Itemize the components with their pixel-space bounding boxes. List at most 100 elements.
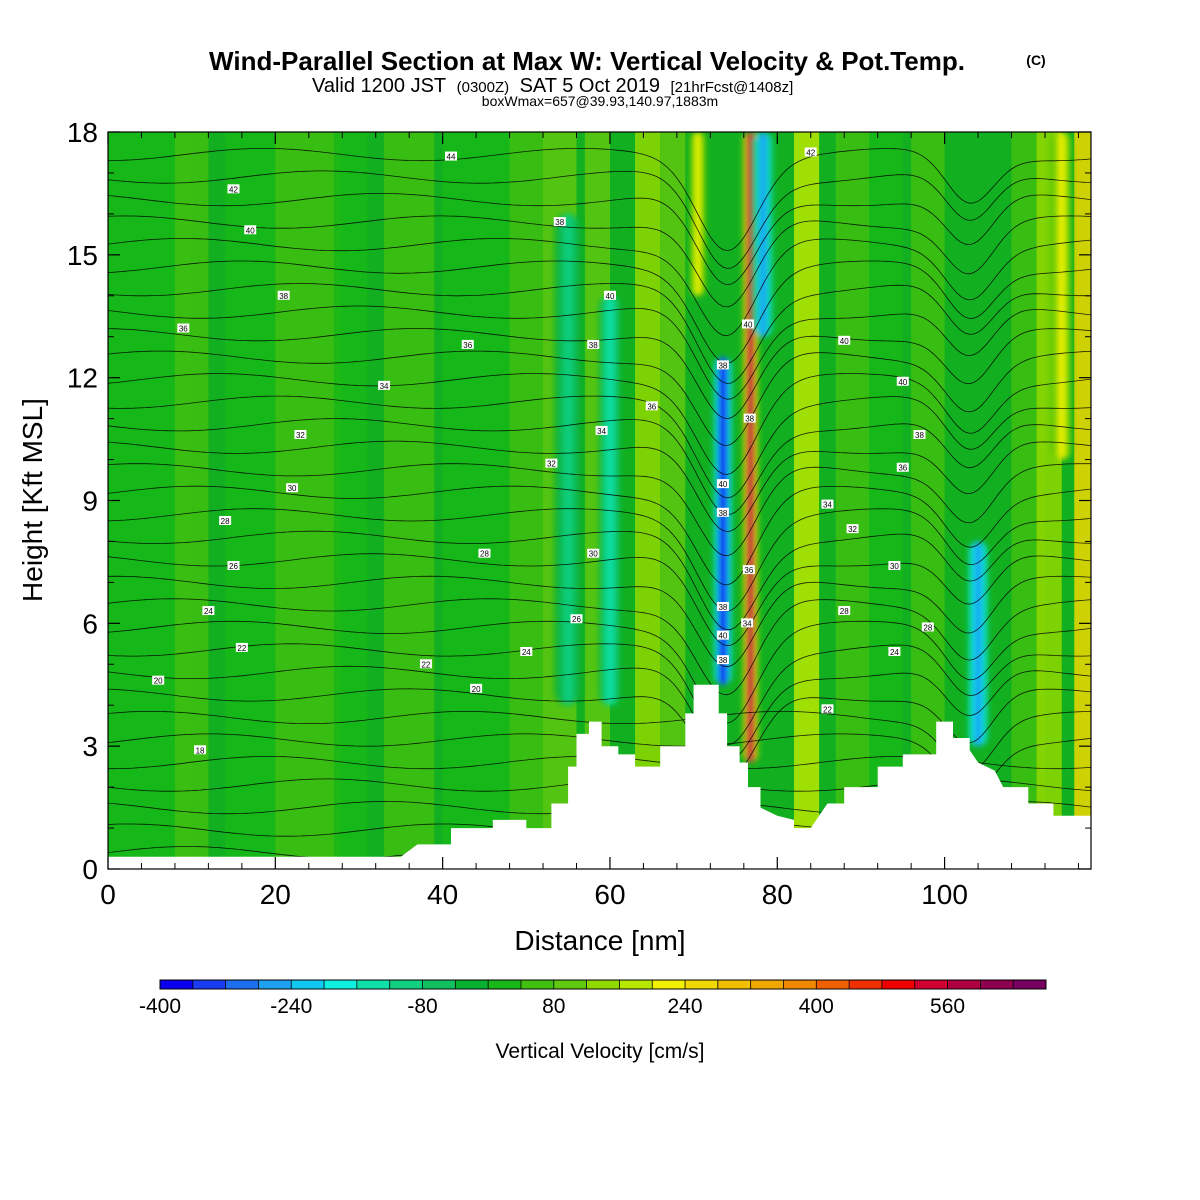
colorbar-swatch [685, 980, 719, 989]
x-tick-label: 0 [100, 879, 116, 910]
theta-contour-label: 40 [244, 225, 257, 235]
valid-time-label: Valid 1200 JST [312, 75, 446, 97]
contour-label-text: 38 [589, 341, 598, 350]
velocity-feature [564, 213, 572, 706]
colorbar-swatch [455, 980, 489, 989]
contour-label-text: 34 [380, 382, 389, 391]
theta-contour-label: 28 [921, 622, 934, 632]
contour-label-text: 20 [154, 677, 163, 686]
contour-label-text: 34 [823, 501, 832, 510]
theta-contour-label: 24 [520, 646, 533, 657]
velocity-band [275, 132, 343, 869]
colorbar-swatch [914, 980, 949, 989]
colorbar-swatch [947, 980, 981, 989]
colorbar-swatch [652, 980, 686, 989]
contour-label-text: 38 [718, 509, 727, 518]
theta-contour [108, 598, 1091, 696]
theta-contour [108, 305, 1091, 400]
y-axis-label: Height [Kft MSL] [17, 398, 48, 602]
velocity-band [835, 132, 870, 869]
colorbar-swatch [816, 980, 850, 989]
theta-contour-label: 40 [838, 335, 851, 346]
theta-contour [108, 170, 1091, 269]
y-tick-label: 3 [82, 731, 98, 762]
theta-contour-label: 26 [570, 614, 583, 624]
contour-label-bg [741, 618, 754, 628]
contour-label-text: 26 [572, 615, 581, 624]
contour-label-bg [545, 458, 558, 468]
contour-label-bg [913, 429, 926, 439]
contour-label-text: 38 [915, 431, 924, 440]
contour-label-text: 36 [463, 341, 472, 350]
colorbar-swatch [160, 980, 194, 989]
theta-contour-label: 40 [741, 319, 754, 329]
velocity-band [442, 132, 510, 869]
theta-contour [108, 440, 1091, 533]
colorbar-swatch [356, 980, 391, 989]
contour-label-bg [846, 524, 859, 534]
contour-label-text: 40 [718, 480, 727, 489]
contour-label-bg [286, 483, 299, 493]
contour-label-text: 18 [196, 746, 205, 755]
colorbar-swatch [619, 980, 653, 989]
contour-label-text: 28 [221, 517, 230, 526]
contour-label-bg [743, 413, 756, 423]
theta-contour-label: 38 [743, 413, 756, 424]
velocity-feature [760, 132, 766, 337]
contour-label-bg [896, 376, 909, 386]
contour-label-text: 32 [547, 460, 556, 469]
contour-label-bg [716, 479, 729, 489]
contour-label-bg [553, 217, 566, 227]
contour-label-bg [227, 561, 240, 571]
theta-contour-label: 40 [716, 630, 729, 641]
theta-contour-label: 20 [152, 675, 165, 686]
x-tick-label: 40 [427, 879, 458, 910]
contour-label-bg [921, 622, 934, 632]
velocity-band [225, 132, 276, 869]
contour-label-bg [520, 646, 533, 656]
theta-contour-label: 40 [603, 290, 616, 301]
contour-label-text: 36 [647, 402, 656, 411]
theta-contour-label: 22 [235, 642, 248, 653]
contour-label-text: 40 [606, 292, 615, 301]
contour-label-bg [888, 646, 901, 656]
contour-label-text: 32 [848, 525, 857, 534]
x-axis-label: Distance [nm] [514, 925, 685, 956]
theta-contour-label: 38 [716, 601, 729, 612]
velocity-feature [607, 295, 613, 706]
contour-label-text: 40 [840, 337, 849, 346]
theta-contour-label: 28 [838, 606, 851, 616]
theta-contour-label: 36 [177, 323, 190, 334]
contour-label-text: 24 [204, 607, 213, 616]
theta-contour [108, 665, 1091, 762]
velocity-band [174, 132, 209, 869]
theta-contour [108, 328, 1091, 420]
colorbar-swatch [783, 980, 817, 989]
box-wmax-label: boxWmax=657@39.93,140.97,1883m [482, 93, 718, 109]
contour-label-text: 38 [745, 415, 754, 424]
theta-contour [108, 148, 1091, 252]
contour-label-text: 38 [718, 603, 727, 612]
utc-time-label: (0300Z) [457, 79, 510, 96]
theta-contour-label: 42 [804, 147, 817, 157]
colorbar-swatch [717, 980, 752, 989]
contour-label-text: 20 [472, 685, 481, 694]
contour-label-bg [741, 319, 754, 329]
contour-label-bg [219, 515, 232, 525]
velocity-band [384, 132, 435, 869]
colorbar-swatch [488, 980, 522, 989]
theta-contour-label: 38 [716, 360, 729, 370]
contour-label-bg [888, 561, 901, 571]
theta-contour-label: 30 [587, 548, 600, 559]
theta-contour-label: 28 [219, 515, 232, 526]
contour-label-text: 40 [898, 378, 907, 387]
contour-label-text: 42 [229, 185, 238, 194]
theta-contour-label: 34 [595, 425, 608, 436]
contour-label-text: 24 [522, 648, 531, 657]
y-tick-label: 9 [82, 486, 98, 517]
y-tick-label: 18 [67, 117, 98, 148]
colorbar-swatch [389, 980, 424, 989]
theta-contour [108, 283, 1091, 384]
colorbar-swatch [881, 980, 916, 989]
contour-label-text: 28 [480, 550, 489, 559]
